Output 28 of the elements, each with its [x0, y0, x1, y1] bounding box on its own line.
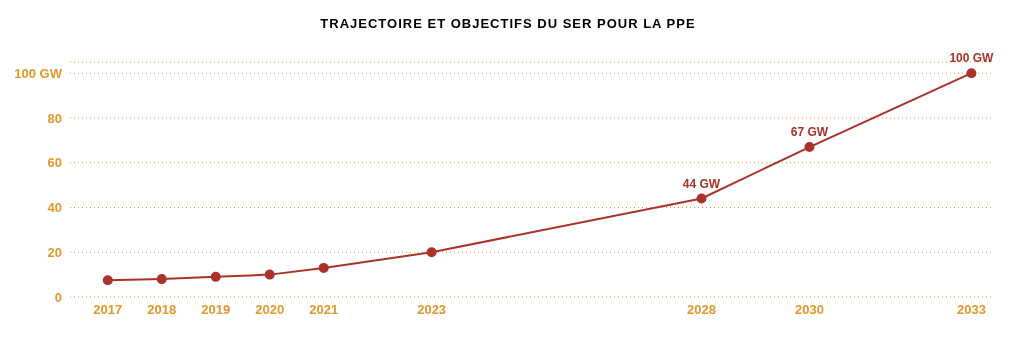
x-tick-label: 2017 [93, 302, 123, 318]
point [966, 68, 977, 79]
point [426, 247, 437, 258]
y-tick-label: 80 [47, 110, 62, 126]
y-tick-label: 100 GW [14, 65, 63, 81]
x-tick-label: 2021 [309, 302, 339, 318]
x-tick-label: 2030 [795, 302, 824, 318]
y-tick-label: 20 [47, 244, 62, 260]
point [102, 275, 113, 286]
point [804, 142, 815, 153]
x-tick-label: 2018 [147, 302, 177, 318]
x-tick-label: 2028 [687, 302, 716, 318]
x-tick-label: 2033 [956, 302, 986, 318]
x-tick-label: 2023 [417, 302, 447, 318]
x-tick-label: 2019 [201, 302, 231, 318]
data-label: 100 GW [949, 51, 995, 66]
point [210, 271, 221, 282]
chart-title: TRAJECTOIRE ET OBJECTIFS DU SER POUR LA PPE [319, 15, 697, 33]
y-tick-label: 40 [47, 200, 62, 216]
data-label: 44 GW [682, 176, 721, 191]
point [696, 193, 707, 204]
data-label: 67 GW [790, 125, 829, 140]
point [318, 262, 329, 273]
point [264, 269, 275, 280]
x-tick-label: 2020 [255, 302, 285, 318]
y-tick-label: 60 [47, 155, 62, 171]
y-tick-label: 0 [54, 289, 62, 305]
point [156, 274, 167, 285]
